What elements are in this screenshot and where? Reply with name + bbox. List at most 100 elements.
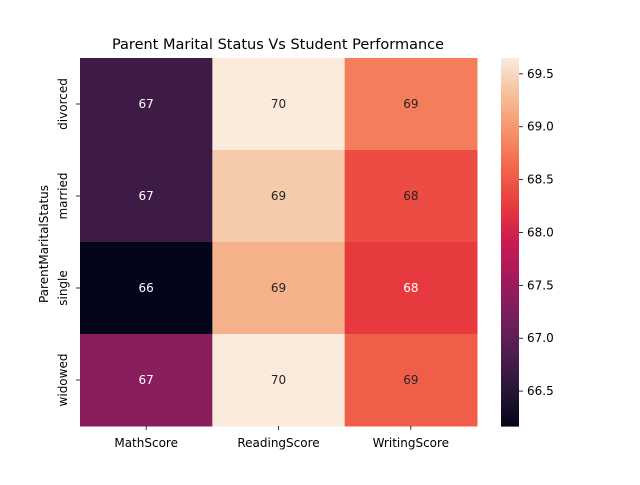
colorbar-segment [501,110,519,114]
colorbar-segment [501,205,519,209]
colorbar-segment [501,361,519,366]
colorbar-segment [501,211,519,215]
colorbar-segment [501,180,519,185]
heatmap-cell [344,242,478,335]
y-tick-label: widowed [56,354,70,407]
colorbar-segment [501,88,519,93]
colorbar-segment [501,107,519,111]
colorbar-segment [501,419,519,424]
colorbar-segment [501,358,519,363]
colorbar-segment [501,315,519,320]
colorbar-tick-label: 66.5 [527,384,554,398]
colorbar-segment [501,85,519,90]
colorbar-segment [501,137,519,142]
colorbar-segment [501,306,519,311]
heatmap-cell [344,334,478,427]
colorbar-segment [501,376,519,381]
colorbar-segment [501,168,519,173]
colorbar-segment [501,70,519,74]
colorbar-segment [501,153,519,157]
cell-annotation: 69 [403,373,418,387]
colorbar-segment [501,294,519,298]
colorbar-segment [501,214,519,219]
y-tick-label: married [56,172,70,219]
colorbar-segment [501,100,519,105]
colorbar-segment [501,334,519,338]
cell-annotation: 67 [139,97,154,111]
cell-annotation: 67 [139,189,154,203]
colorbar-segment [501,248,519,252]
colorbar-segment [501,186,519,191]
colorbar-segment [501,275,519,280]
colorbar-segment [501,327,519,332]
cell-annotation: 66 [139,281,154,295]
colorbar-segment [501,104,519,108]
colorbar-segment [501,156,519,160]
cell-annotation: 70 [271,97,286,111]
colorbar-segment [501,269,519,274]
x-axis-ticks: MathScore ReadingScore WritingScore [114,426,449,450]
colorbar-tick-label: 68.5 [527,173,554,187]
colorbar-segment [501,407,519,412]
colorbar-segment [501,413,519,418]
colorbar-segment [501,58,519,62]
colorbar-segment [501,199,519,203]
heatmap-cell [212,334,346,427]
cell-annotation: 69 [403,97,418,111]
colorbar-segment [501,113,519,117]
colorbar-segment [501,370,519,375]
colorbar-segment [501,146,519,151]
colorbar-segment [501,321,519,326]
colorbar-segment [501,303,519,307]
colorbar-segment [501,349,519,353]
colorbar-segment [501,242,519,246]
colorbar-segment [501,64,519,68]
colorbar-segment [501,288,519,292]
chart-title: Parent Marital Status Vs Student Perform… [112,37,444,53]
colorbar-segment [501,245,519,249]
colorbar-segment [501,330,519,335]
colorbar-segment [501,373,519,378]
colorbar-segment [501,116,519,120]
colorbar-segment [501,61,519,65]
colorbar-tick-label: 68.0 [527,225,554,239]
colorbar-segment [501,192,519,197]
cell-annotation: 68 [403,281,418,295]
colorbar-segment [501,337,519,341]
colorbar-segment [501,226,519,231]
colorbar-segment [501,143,519,148]
colorbar-segment [501,318,519,323]
colorbar-segment [501,260,519,265]
x-tick-label: MathScore [114,436,178,450]
colorbar-segment [501,254,519,258]
colorbar-segment [501,125,519,130]
colorbar-segment [501,404,519,409]
colorbar-segment [501,291,519,295]
colorbar-segment [501,165,519,169]
heatmap-cell [344,150,478,243]
heatmap-cell [80,58,213,151]
heatmap-cell [212,242,346,335]
colorbar-segment [501,340,519,344]
y-axis-label: ParentMaritalStatus [37,185,51,303]
heatmap-cells: 67 70 69 67 69 68 66 69 68 67 70 69 [80,58,478,427]
colorbar-segment [501,380,519,384]
cell-annotation: 67 [139,373,154,387]
cell-annotation: 68 [403,189,418,203]
colorbar-segment [501,343,519,347]
colorbar-segment [501,162,519,166]
colorbar-segment [501,140,519,145]
heatmap-cell [80,150,213,243]
colorbar-segment [501,217,519,222]
colorbar-segment [501,131,519,136]
colorbar-segment [501,284,519,289]
heatmap-cell [344,58,478,151]
colorbar-segment [501,263,519,268]
colorbar-segment [501,272,519,277]
colorbar-tick-label: 69.5 [527,67,554,81]
heatmap-cell [80,334,213,427]
colorbar-segment [501,67,519,71]
colorbar-tick-label: 67.0 [527,331,554,345]
colorbar-segment [501,355,519,360]
